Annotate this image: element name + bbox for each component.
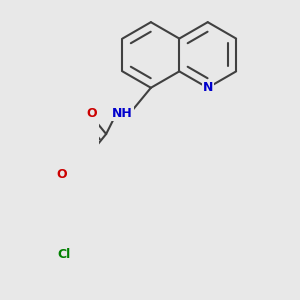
Text: O: O bbox=[56, 168, 67, 181]
Text: NH: NH bbox=[112, 106, 133, 120]
Text: O: O bbox=[86, 106, 97, 120]
Text: N: N bbox=[202, 81, 213, 94]
Text: Cl: Cl bbox=[58, 248, 71, 261]
